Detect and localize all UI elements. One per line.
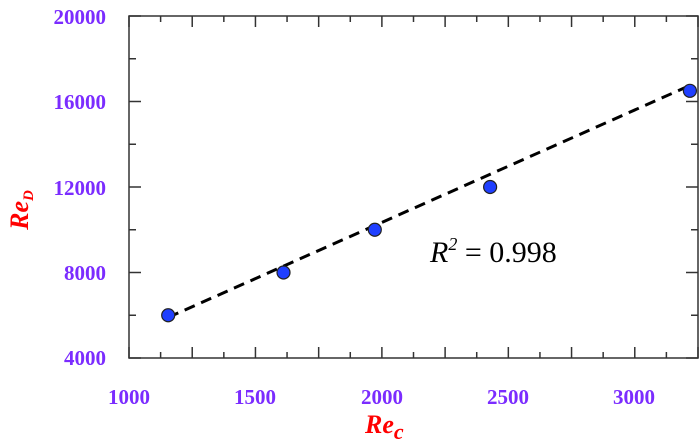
y-tick-labels: 4000 8000 12000 16000 20000 [54,5,107,370]
x-axis-title: Rec [364,410,404,444]
x-tick-label: 2000 [361,385,403,409]
x-tick-label: 3000 [613,385,655,409]
data-point [682,83,698,98]
data-point [483,179,498,195]
data-point [161,308,176,323]
plot-frame [128,15,699,359]
y-tick-label: 4000 [64,346,106,370]
axis-ticks [128,15,699,359]
x-tick-label: 2500 [487,385,529,409]
y-tick-label: 16000 [54,90,107,114]
y-axis-title: ReD [5,190,37,231]
x-tick-labels: 1000 1500 2000 2500 3000 [108,385,655,409]
fit-line [167,84,691,319]
data-point [367,222,382,237]
x-tick-label: 1500 [234,385,276,409]
data-point [276,265,291,280]
y-tick-label: 8000 [64,261,106,285]
y-tick-label: 20000 [54,5,107,29]
data-points [161,83,698,323]
y-tick-label: 12000 [54,176,107,200]
x-tick-label: 1000 [108,385,150,409]
r-squared-annotation: R2 = 0.998 [429,234,557,269]
